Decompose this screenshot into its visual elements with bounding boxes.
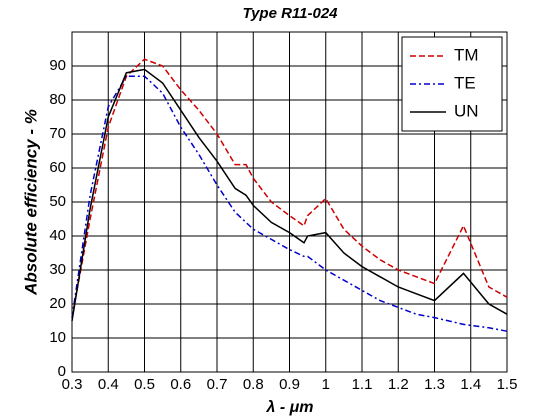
x-tick-label: 1.5: [497, 376, 518, 393]
y-axis-label: Absolute efficiency - %: [21, 109, 40, 296]
x-tick-label: 0.7: [207, 376, 228, 393]
y-tick-label: 10: [49, 329, 66, 346]
series-line: [71, 58, 508, 318]
x-tick-label: 0.9: [279, 376, 300, 393]
x-axis-label: λ - μm: [266, 399, 314, 416]
y-tick-label: 0: [58, 363, 66, 380]
series-line: [71, 75, 508, 332]
x-tick-label: 0.8: [243, 376, 264, 393]
y-tick-label: 30: [49, 261, 66, 278]
x-tick-label: 1.3: [424, 376, 445, 393]
legend-box: [401, 36, 503, 132]
legend-label: TM: [454, 45, 479, 64]
y-tick-label: 60: [49, 159, 66, 176]
x-tick-label: 0.4: [98, 376, 119, 393]
x-tick-label: 0.3: [62, 376, 83, 393]
plot-frame: [71, 31, 508, 373]
x-tick-label: 1.4: [460, 376, 481, 393]
x-tick-label: 1.1: [352, 376, 373, 393]
y-tick-label: 50: [49, 193, 66, 210]
x-tick-label: 1: [322, 376, 330, 393]
y-tick-label: 70: [49, 125, 66, 142]
y-tick-label: 20: [49, 295, 66, 312]
x-tick-label: 0.6: [170, 376, 191, 393]
legend-label: UN: [454, 101, 479, 120]
y-tick-label: 40: [49, 227, 66, 244]
chart-title: Type R11-024: [242, 5, 338, 22]
x-tick-label: 1.2: [388, 376, 409, 393]
y-tick-label: 90: [49, 57, 66, 74]
series-line: [71, 68, 508, 322]
x-tick-label: 0.5: [134, 376, 155, 393]
y-tick-label: 80: [49, 91, 66, 108]
legend-label: TE: [454, 73, 476, 92]
